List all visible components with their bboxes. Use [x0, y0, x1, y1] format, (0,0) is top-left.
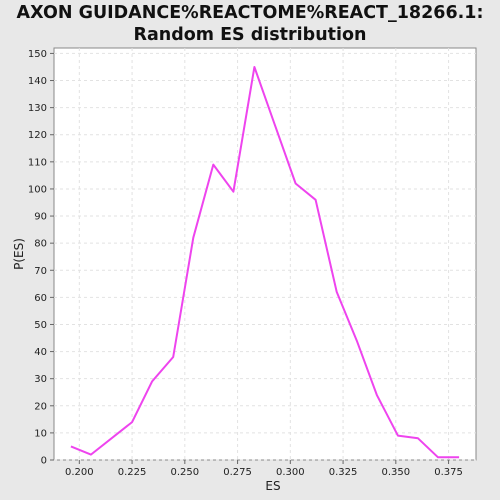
- axes: 0 10 20 30 40 50 60 70 80 90 100 110 120 130 140 150 0.2…: [28, 49, 463, 478]
- y-tick-label: 30: [34, 374, 47, 385]
- x-tick-label: 0.325: [329, 467, 358, 478]
- y-tick-label: 60: [34, 293, 47, 304]
- y-tick-label: 90: [34, 212, 47, 223]
- y-tick-label: 40: [34, 347, 47, 358]
- x-tick-label: 0.300: [276, 467, 305, 478]
- grid: [54, 48, 476, 461]
- chart-title-line1: AXON GUIDANCE%REACTOME%REACT_18266.1:: [16, 3, 484, 23]
- y-tick-label: 150: [28, 49, 47, 60]
- plot-area: [53, 47, 477, 461]
- y-tick-label: 140: [28, 76, 47, 87]
- series-line: [70, 66, 460, 459]
- y-tick-label: 120: [28, 130, 47, 141]
- y-tick-label: 130: [28, 103, 47, 114]
- chart-title-line2: Random ES distribution: [133, 25, 367, 45]
- x-tick-label: 0.250: [170, 467, 199, 478]
- series-layer: [70, 66, 460, 459]
- y-axis-label: P(ES): [12, 238, 26, 270]
- y-tick-label: 110: [28, 157, 47, 168]
- y-tick-label: 50: [34, 320, 47, 331]
- x-tick-label: 0.375: [434, 467, 463, 478]
- x-tick-label: 0.200: [65, 467, 94, 478]
- y-tick-label: 80: [34, 239, 47, 250]
- y-tick-label: 100: [28, 184, 47, 195]
- x-axis-label: ES: [265, 479, 280, 493]
- y-tick-label: 0: [41, 456, 47, 467]
- x-tick-label: 0.225: [118, 467, 147, 478]
- chart-title: AXON GUIDANCE%REACTOME%REACT_18266.1: Ra…: [0, 2, 500, 46]
- x-tick-label: 0.350: [381, 467, 410, 478]
- y-tick-label: 70: [34, 266, 47, 277]
- x-tick-label: 0.275: [223, 467, 252, 478]
- y-tick-label: 20: [34, 401, 47, 412]
- y-tick-label: 10: [34, 428, 47, 439]
